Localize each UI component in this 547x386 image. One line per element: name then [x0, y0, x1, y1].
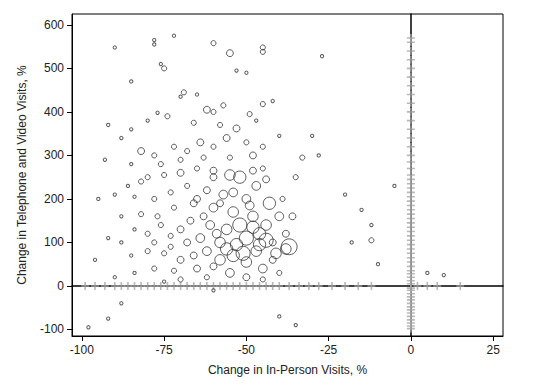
svg-text:300: 300 — [44, 148, 64, 162]
svg-text:-25: -25 — [320, 343, 338, 357]
svg-text:400: 400 — [44, 105, 64, 119]
svg-text:-100: -100 — [40, 322, 64, 336]
svg-text:-100: -100 — [70, 343, 94, 357]
svg-text:Change in In-Person Visits, %: Change in In-Person Visits, % — [208, 363, 368, 377]
svg-text:Change in Telephone and Video: Change in Telephone and Video Visits, % — [15, 65, 29, 285]
svg-text:0: 0 — [408, 343, 415, 357]
svg-text:25: 25 — [486, 343, 500, 357]
svg-text:600: 600 — [44, 18, 64, 32]
svg-text:200: 200 — [44, 192, 64, 206]
svg-text:500: 500 — [44, 61, 64, 75]
svg-text:100: 100 — [44, 235, 64, 249]
svg-text:-50: -50 — [238, 343, 256, 357]
svg-text:0: 0 — [57, 279, 64, 293]
svg-text:-75: -75 — [155, 343, 173, 357]
